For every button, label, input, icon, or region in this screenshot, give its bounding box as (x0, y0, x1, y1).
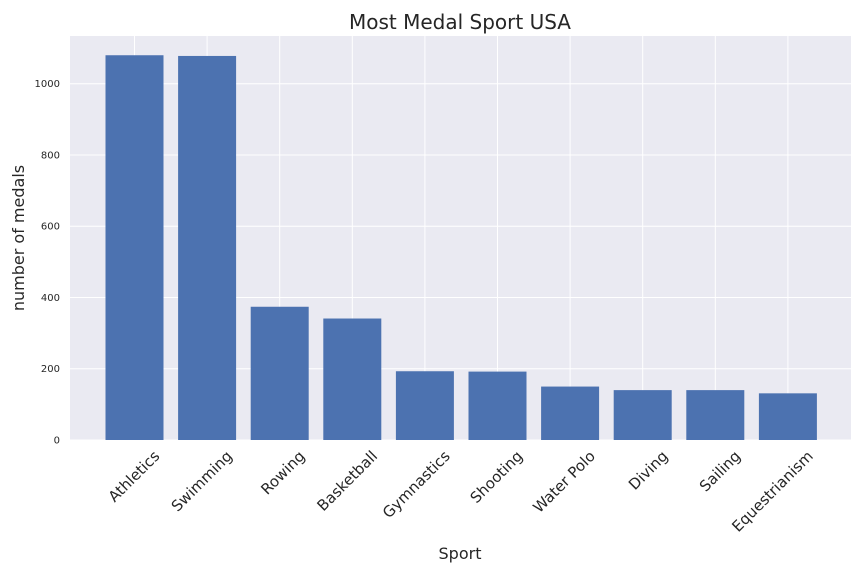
bar-water-polo (541, 386, 600, 440)
bar-shooting (468, 371, 527, 440)
y-tick-label: 0 (54, 436, 60, 447)
bar-athletics (105, 55, 164, 440)
y-tick-label: 1000 (35, 79, 60, 90)
y-tick-label: 600 (41, 222, 60, 233)
y-tick-label: 800 (41, 150, 60, 161)
x-tick-label: Diving (625, 447, 672, 494)
x-tick-label: Water Polo (530, 447, 599, 516)
bar-equestrianism (758, 393, 817, 440)
bars (105, 55, 817, 440)
bar-gymnastics (395, 371, 454, 440)
y-axis-label: number of medals (9, 165, 28, 311)
x-tick-label: Basketball (314, 447, 382, 515)
x-tick-label: Rowing (257, 447, 308, 498)
x-tick-label: Gymnastics (379, 447, 454, 522)
x-axis-label: Sport (439, 544, 482, 563)
x-tick-label: Swimming (168, 447, 236, 515)
y-tick-label: 200 (41, 364, 60, 375)
chart-title: Most Medal Sport USA (349, 10, 571, 34)
y-tick-label: 400 (41, 293, 60, 304)
bar-sailing (686, 390, 745, 440)
bar-swimming (178, 55, 237, 440)
x-tick-label: Athletics (105, 447, 164, 506)
bar-rowing (250, 306, 309, 440)
y-tick-labels: 0 200 400 600 800 1000 (35, 79, 60, 446)
x-tick-labels: Athletics Swimming Rowing BasketballGymnast… (105, 447, 817, 536)
x-tick-label: Shooting (467, 447, 527, 507)
bar-diving (613, 390, 672, 440)
bar-basketball (323, 318, 382, 440)
x-tick-label: Sailing (696, 447, 744, 495)
